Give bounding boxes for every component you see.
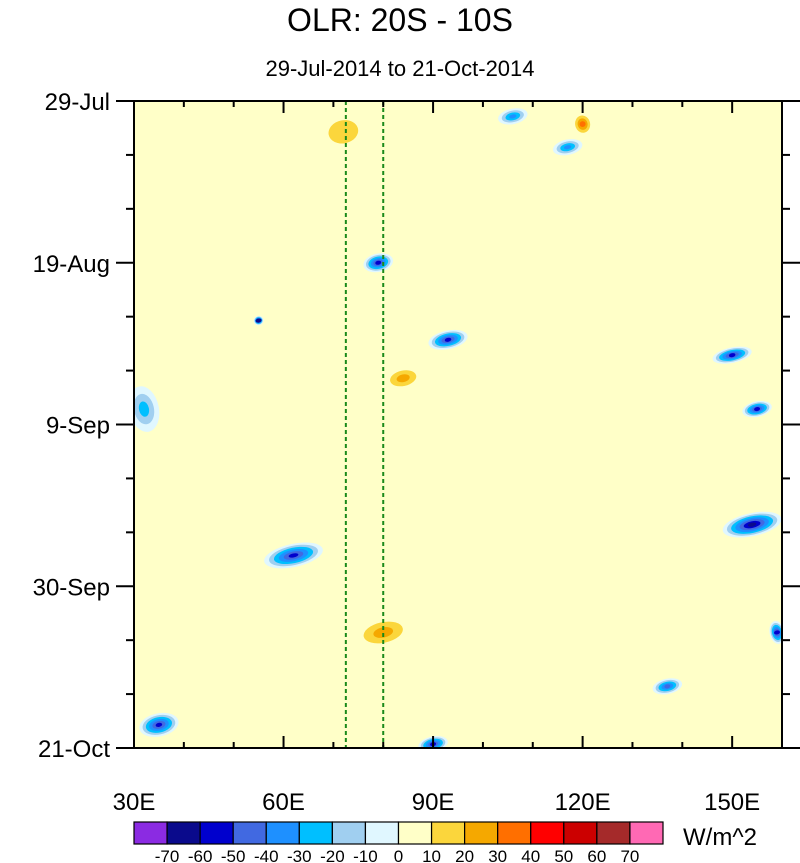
colorbar-label: 60 [587, 847, 606, 863]
anomaly-feature [139, 712, 179, 737]
anomaly-feature [572, 112, 593, 136]
contour-band [747, 522, 757, 527]
anomaly-feature [363, 253, 393, 273]
contour-band [375, 260, 382, 265]
y-tick-label: 30-Sep [33, 574, 110, 601]
contour-band [155, 722, 163, 727]
colorbar-swatch [497, 821, 532, 845]
colorbar-swatch [364, 821, 400, 845]
anomaly-feature [134, 386, 160, 432]
anomaly-feature [264, 542, 323, 569]
contour-band [754, 407, 761, 412]
x-tick-label: 150E [704, 789, 760, 816]
x-axis: 30E 60E 90E 120E 150E [113, 101, 783, 816]
colorbar: -70 -60 -50 -40 -30 -20 -10 0 10 20 30 40 50 60 70 [133, 821, 664, 863]
colorbar-label: -30 [287, 847, 312, 863]
anomaly-feature [498, 108, 528, 125]
colorbar-label: 0 [394, 847, 403, 863]
colorbar-swatch [331, 821, 367, 845]
contour-field [134, 108, 782, 748]
contour-band [255, 318, 262, 323]
anomaly-feature [652, 678, 683, 695]
colorbar-swatch [563, 821, 598, 845]
colorbar-swatch [199, 821, 234, 845]
colorbar-swatch [530, 821, 565, 845]
colorbar-label: -50 [221, 847, 246, 863]
y-tick-label: 21-Oct [38, 736, 110, 763]
colorbar-swatch [629, 821, 664, 845]
contour-band [579, 121, 586, 128]
colorbar-swatch [298, 821, 333, 845]
colorbar-swatch [166, 821, 201, 845]
contour-band [774, 630, 780, 635]
anomaly-feature [353, 616, 413, 649]
anomaly-feature [712, 346, 752, 364]
contour-band [288, 553, 299, 558]
contour-band [138, 401, 150, 417]
anomaly-feature [769, 621, 782, 644]
anomaly-feature [253, 315, 264, 326]
anomaly-feature [552, 139, 583, 156]
y-tick-label: 9-Sep [46, 413, 110, 440]
plot-background [134, 101, 782, 748]
x-tick-label: 60E [262, 789, 305, 816]
contour-band [509, 114, 517, 119]
colorbar-label: 40 [521, 847, 540, 863]
colorbar-swatch [133, 821, 168, 845]
contour-band [373, 627, 394, 638]
colorbar-swatch [232, 821, 267, 845]
colorbar-label: 30 [488, 847, 507, 863]
y-axis: 29-Jul 19-Aug 9-Sep 30-Sep 21-Oct [33, 89, 800, 763]
contour-band [563, 145, 572, 150]
chart-title: OLR: 20S - 10S [287, 2, 513, 38]
colorbar-label: 70 [620, 847, 639, 863]
contour-band [664, 684, 671, 689]
contour-band [444, 337, 452, 342]
anomaly-feature [383, 366, 423, 391]
colorbar-units: W/m^2 [683, 824, 757, 851]
colorbar-label: -70 [155, 847, 180, 863]
anomaly-feature [428, 329, 468, 350]
x-tick-label: 30E [113, 789, 156, 816]
colorbar-swatch [397, 821, 433, 845]
colorbar-label: -60 [188, 847, 213, 863]
chart-subtitle: 29-Jul-2014 to 21-Oct-2014 [265, 56, 535, 81]
contour-band [328, 120, 359, 144]
colorbar-swatch [430, 821, 466, 845]
contour-band [396, 374, 410, 383]
colorbar-label: 50 [554, 847, 573, 863]
y-tick-label: 29-Jul [45, 89, 110, 116]
x-tick-label: 90E [412, 789, 455, 816]
colorbar-label: 20 [455, 847, 474, 863]
colorbar-label: -20 [320, 847, 345, 863]
colorbar-swatch [596, 821, 631, 845]
colorbar-swatch [464, 821, 499, 845]
colorbar-label: 10 [422, 847, 441, 863]
x-tick-label: 120E [555, 789, 611, 816]
y-tick-label: 19-Aug [33, 251, 110, 278]
reference-lines [344, 101, 385, 748]
colorbar-label: -40 [254, 847, 279, 863]
colorbar-swatch [265, 821, 300, 845]
contour-band [728, 353, 736, 358]
colorbar-label: -10 [353, 847, 378, 863]
anomaly-feature [722, 511, 782, 538]
anomaly-feature [313, 108, 373, 156]
anomaly-feature [742, 400, 772, 418]
